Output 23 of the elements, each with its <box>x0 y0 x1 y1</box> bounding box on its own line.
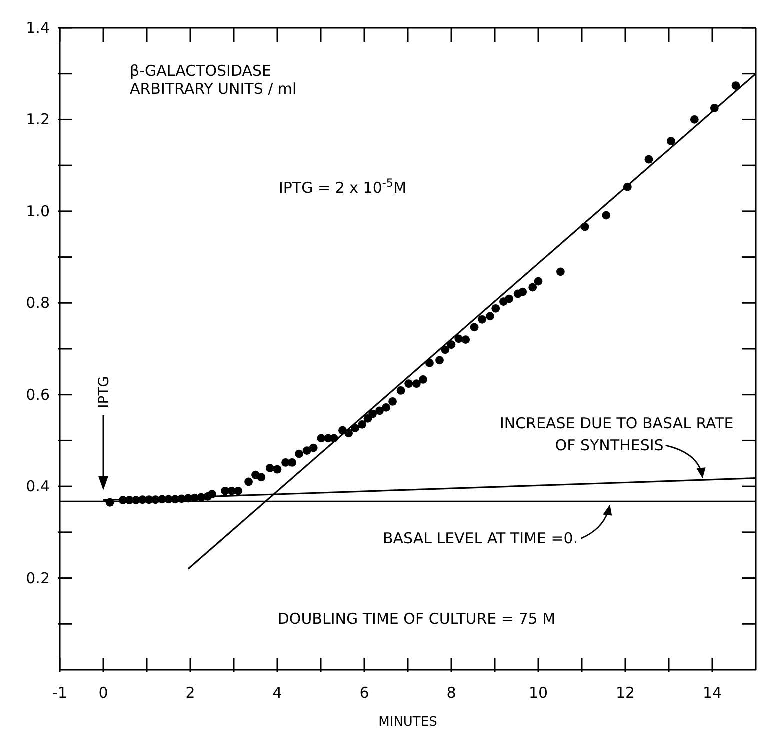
x-tick-label: 4 <box>272 684 282 702</box>
annotation: DOUBLING TIME OF CULTURE = 75 M <box>278 610 556 628</box>
x-tick-label: -1 <box>52 684 68 702</box>
x-tick-label: 0 <box>98 684 108 702</box>
x-tick-label: 14 <box>702 684 722 702</box>
x-tick-label: 12 <box>616 684 636 702</box>
ref-line-label: BASAL LEVEL AT TIME =0. <box>382 530 578 548</box>
y-tick-label: 1.4 <box>26 19 50 37</box>
y-tick-label: 1.0 <box>26 202 50 220</box>
y-tick-label: 0.8 <box>26 294 50 312</box>
y-tick-label: 0.4 <box>26 478 50 496</box>
x-tick-label: 6 <box>360 684 370 702</box>
x-tick-label: 8 <box>446 684 456 702</box>
y-tick-label: 0.6 <box>26 386 50 404</box>
y-tick-label: 1.2 <box>26 110 50 129</box>
annotation: IPTG <box>96 376 112 408</box>
annotation: INCREASE DUE TO BASAL RATE OF SYNTHESIS <box>500 414 734 455</box>
y-axis-title: β-GALACTOSIDASE ARBITRARY UNITS / ml <box>130 62 297 98</box>
annotation: IPTG = 2 x 10$^{-5}$M <box>278 176 407 198</box>
x-tick-label: 10 <box>528 684 548 702</box>
x-tick-label: 2 <box>186 684 196 702</box>
y-tick-label: 0.2 <box>26 569 50 588</box>
x-axis-title: MINUTES <box>378 715 438 730</box>
